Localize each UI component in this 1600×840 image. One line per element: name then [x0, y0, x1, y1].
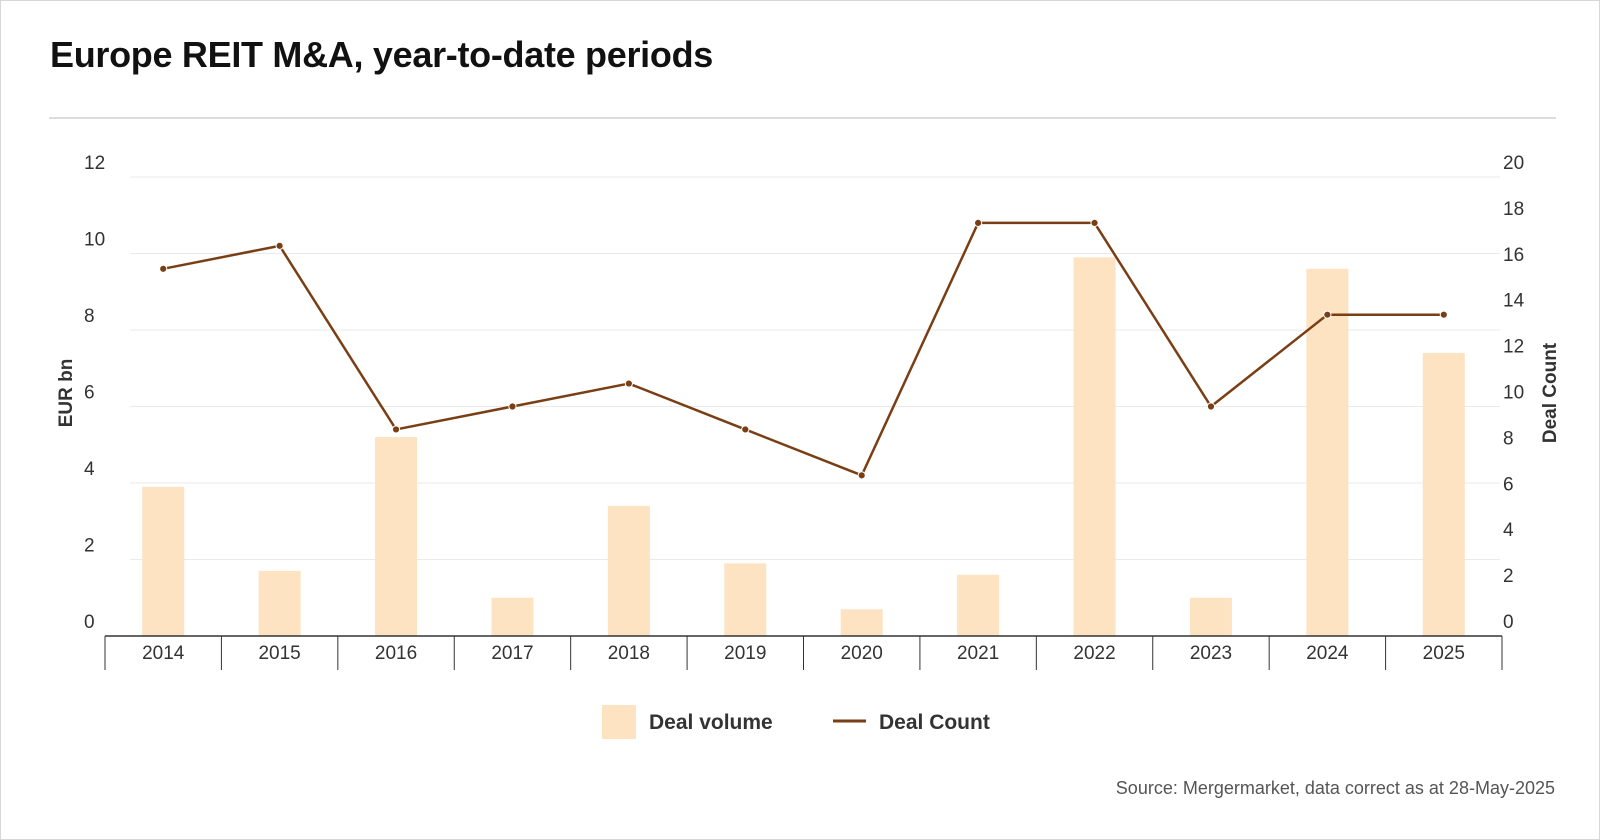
y-tick-label-right: 4	[1503, 520, 1514, 541]
y-tick-label-right: 14	[1503, 291, 1525, 312]
x-tick-label: 2019	[724, 643, 766, 664]
y-tick-label-left: 10	[84, 230, 105, 251]
point-deal-count	[741, 425, 750, 434]
y-tick-label-right: 18	[1503, 199, 1524, 220]
point-deal-count	[1439, 310, 1448, 319]
x-tick-label: 2014	[142, 643, 185, 664]
bar-deal-volume	[840, 609, 883, 636]
legend-swatch-deal-volume	[602, 705, 636, 739]
bar-deal-volume	[607, 505, 650, 636]
y-tick-label-left: 4	[84, 459, 95, 480]
bar-deal-volume	[724, 563, 767, 636]
bar-deal-volume	[375, 437, 418, 636]
y-axis-title-right: Deal Count	[1540, 342, 1561, 443]
y-tick-label-right: 16	[1503, 245, 1524, 266]
bar-deal-volume	[142, 486, 185, 636]
point-deal-count	[857, 471, 866, 480]
y-tick-label-left: 0	[84, 612, 95, 633]
bar-deal-volume	[491, 597, 534, 636]
point-deal-count	[974, 218, 983, 227]
source-note: Source: Mergermarket, data correct as at…	[1115, 778, 1555, 798]
point-deal-count	[1090, 218, 1099, 227]
y-tick-label-right: 2	[1503, 566, 1514, 587]
point-deal-count	[624, 379, 633, 388]
bar-deal-volume	[957, 574, 1000, 636]
legend-label-deal-volume: Deal volume	[649, 711, 773, 734]
y-tick-label-right: 20	[1503, 153, 1524, 174]
y-tick-label-left: 2	[84, 536, 95, 557]
y-tick-label-right: 6	[1503, 474, 1514, 495]
title-divider	[49, 117, 1556, 119]
x-tick-label: 2023	[1190, 643, 1232, 664]
bar-deal-volume	[258, 570, 301, 636]
y-axis-title-left: EUR bn	[56, 359, 77, 428]
bar-deal-volume	[1073, 257, 1116, 636]
y-tick-label-left: 8	[84, 306, 95, 327]
y-tick-label-right: 10	[1503, 383, 1524, 404]
chart-title: Europe REIT M&A, year-to-date periods	[50, 34, 713, 75]
point-deal-count	[159, 264, 168, 273]
y-tick-label-right: 8	[1503, 428, 1514, 449]
x-tick-label: 2021	[957, 643, 999, 664]
x-tick-label: 2018	[608, 643, 650, 664]
y-tick-label-right: 0	[1503, 612, 1514, 633]
y-tick-label-right: 12	[1503, 337, 1524, 358]
bar-deal-volume	[1422, 352, 1465, 636]
x-tick-label: 2025	[1423, 643, 1465, 664]
x-tick-label: 2024	[1306, 643, 1349, 664]
legend-label-deal-count: Deal Count	[879, 711, 990, 734]
y-tick-label-left: 6	[84, 383, 95, 404]
bar-deal-volume	[1306, 268, 1349, 636]
point-deal-count	[1323, 310, 1332, 319]
x-tick-label: 2022	[1073, 643, 1115, 664]
point-deal-count	[1206, 402, 1216, 411]
point-deal-count	[391, 425, 401, 434]
bar-deal-volume	[1189, 597, 1232, 636]
point-deal-count	[508, 402, 517, 411]
point-deal-count	[275, 241, 284, 250]
x-tick-label: 2017	[491, 643, 533, 664]
x-tick-label: 2015	[258, 643, 300, 664]
y-tick-label-left: 12	[84, 153, 105, 174]
x-tick-label: 2020	[841, 643, 883, 664]
x-tick-label: 2016	[375, 643, 417, 664]
line-deal-count	[162, 221, 1444, 477]
